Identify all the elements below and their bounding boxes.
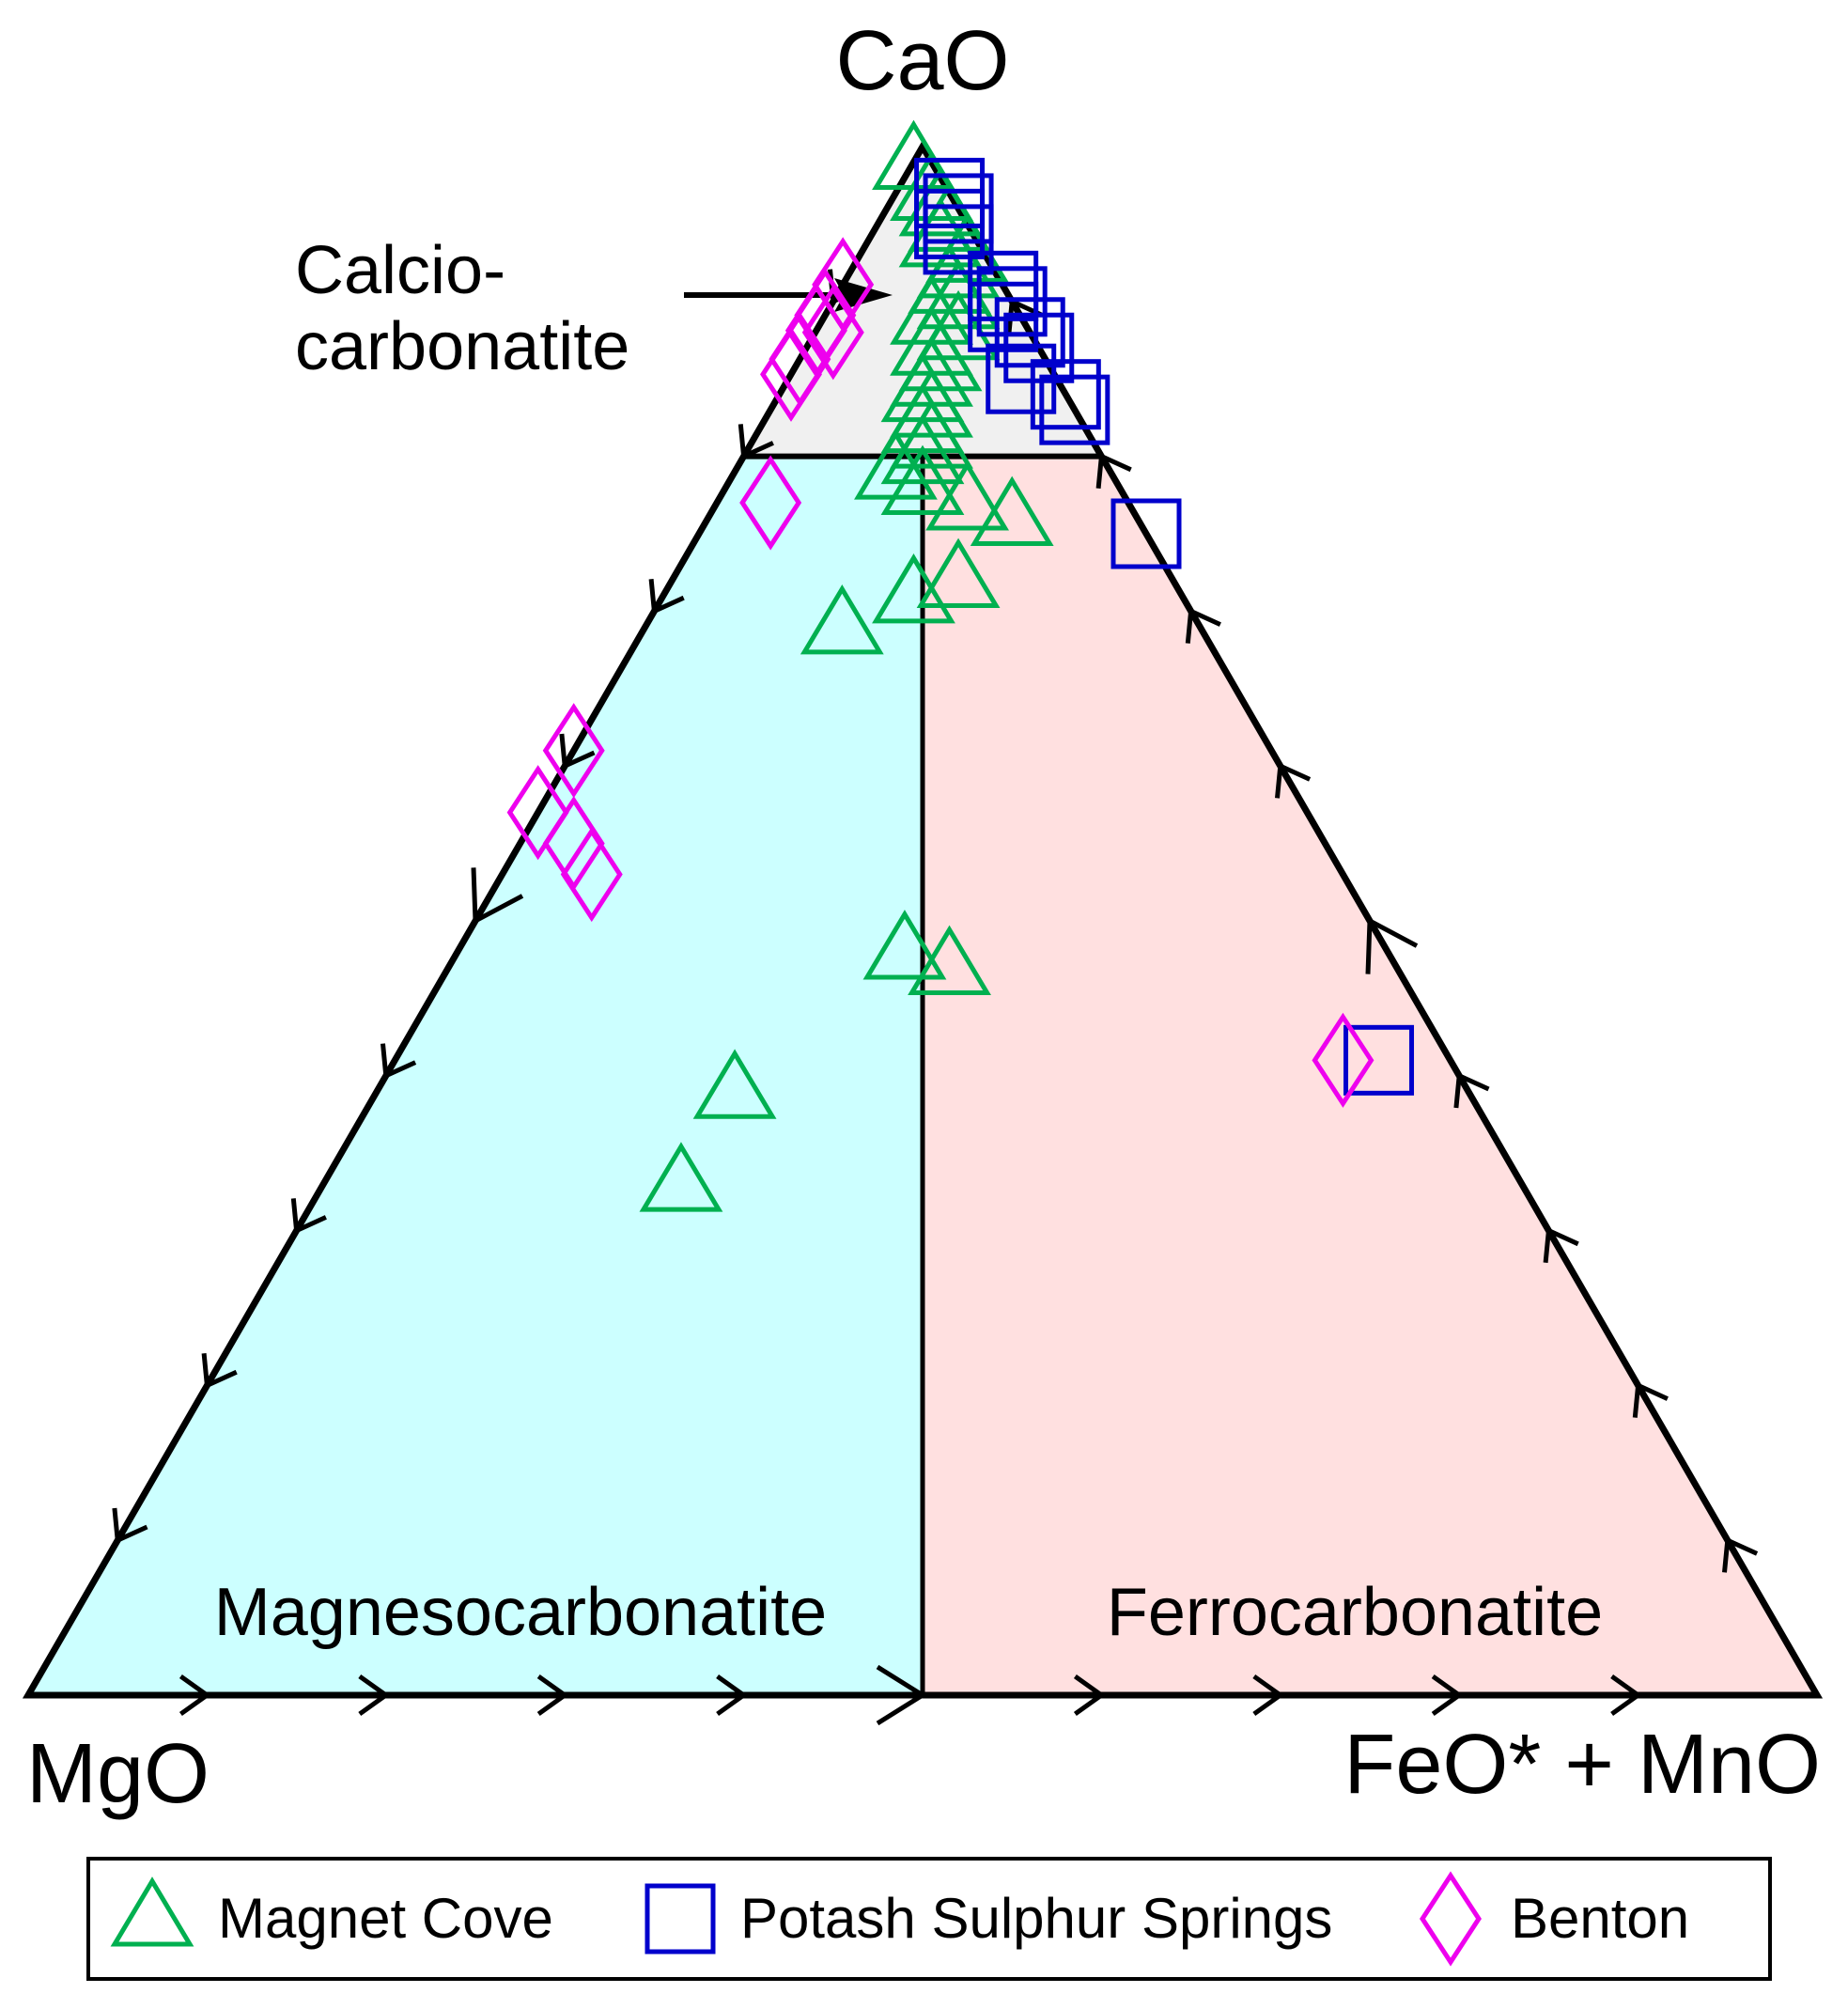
- legend-marker-magnet-cove: [110, 1877, 194, 1947]
- field-region-ferrocarbonatite: [923, 456, 1817, 1696]
- square-point-1-12: [1110, 498, 1182, 569]
- diamond-point-2-6: [739, 455, 802, 551]
- series-magnet-cove: [639, 119, 1054, 1212]
- square-point-1-7: [994, 297, 1065, 368]
- legend-marker-potash-sulphur-springs: [644, 1883, 716, 1954]
- triangle-point-0-26: [862, 910, 947, 980]
- apex-label-cao: CaO: [835, 14, 1009, 108]
- diamond-point-2-5: [801, 285, 864, 381]
- series-benton: [506, 237, 1374, 1108]
- square-point-1-10: [1030, 359, 1101, 430]
- triangle-point-0-29: [639, 1142, 723, 1212]
- triangle-point-0-22: [970, 475, 1054, 547]
- triangle-point-0-28: [692, 1049, 777, 1119]
- triangle-point-0-25: [800, 584, 884, 655]
- square-point-1-2: [914, 188, 986, 259]
- apex-label-feo-mno: FeO* + MnO: [1343, 1718, 1821, 1812]
- legend-marker-benton: [1420, 1871, 1482, 1967]
- legend-box: [86, 1857, 1772, 1981]
- field-label-magnesocarbonatite: Magnesocarbonatite: [214, 1575, 827, 1650]
- legend-label-benton: Benton: [1511, 1887, 1689, 1950]
- legend-label-magnet-cove: Magnet Cove: [218, 1887, 553, 1950]
- apex-label-mgo: MgO: [26, 1727, 210, 1821]
- diamond-point-2-10: [560, 826, 623, 923]
- square-point-1-3: [923, 204, 994, 275]
- square-point-1-13: [1343, 1024, 1415, 1096]
- legend: Magnet Cove Potash Sulphur Springs Bento…: [86, 1857, 1772, 1981]
- legend-symbol-diamond: [1420, 1871, 1482, 1967]
- legend-symbol-square: [644, 1883, 716, 1954]
- triangle-frame: [22, 140, 1824, 1699]
- legend-symbol-triangle: [110, 1877, 194, 1947]
- field-label-calciocarbonatite-line1: Calcio-: [295, 233, 505, 308]
- triangle-point-0-23: [916, 537, 1001, 608]
- triangle-point-0-27: [908, 925, 991, 995]
- diamond-point-2-7: [542, 703, 605, 799]
- field-label-calciocarbonatite-line2: carbonatite: [295, 309, 629, 384]
- diamond-point-2-4: [760, 326, 822, 422]
- diamond-point-2-11: [1312, 1012, 1374, 1108]
- series-potash-sulphur-springs: [914, 157, 1415, 1096]
- triangle-point-0-24: [872, 553, 955, 624]
- field-label-ferrocarbonatite: Ferrocarbonatite: [1107, 1575, 1603, 1650]
- diamond-point-2-8: [506, 765, 569, 861]
- square-point-1-11: [1039, 374, 1110, 445]
- triangle-point-0-21: [925, 460, 1010, 531]
- legend-label-potash-sulphur-springs: Potash Sulphur Springs: [740, 1887, 1332, 1950]
- data-points: [506, 119, 1415, 1212]
- triangle-point-0-20: [880, 444, 965, 516]
- field-region-magnesocarbonatite: [28, 456, 923, 1696]
